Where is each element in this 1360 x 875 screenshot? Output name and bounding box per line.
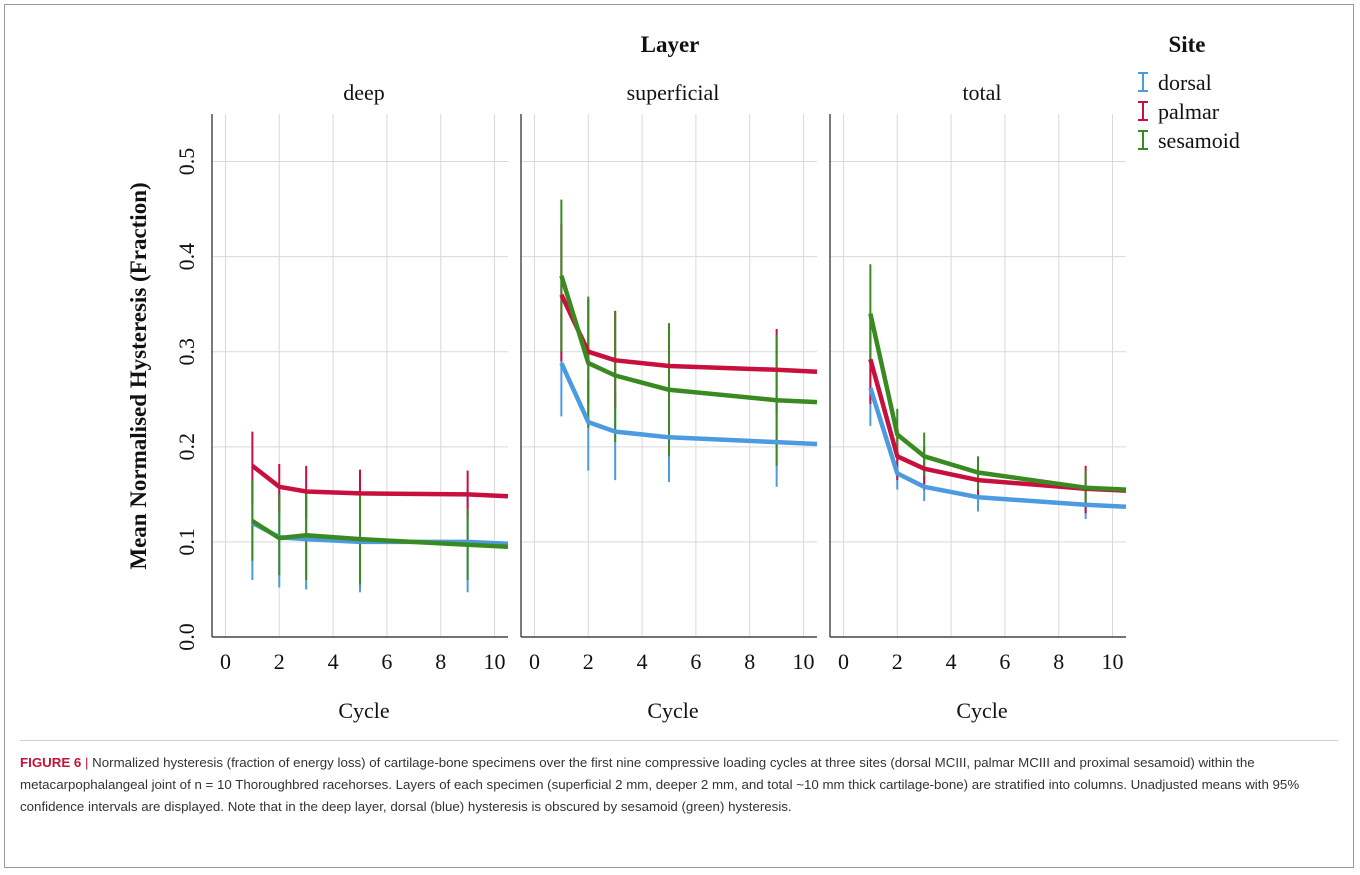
panel-title: superficial [627, 80, 720, 105]
series-line-sesamoid [868, 313, 1127, 492]
x-tick-label: 10 [1102, 649, 1124, 674]
y-tick-label: 0.0 [174, 623, 199, 651]
y-tick-label: 0.1 [174, 528, 199, 556]
x-axis-label: Cycle [647, 698, 698, 723]
x-tick-label: 0 [220, 649, 231, 674]
panel-title: total [962, 80, 1001, 105]
legend-title: Site [1168, 32, 1205, 57]
y-tick-label: 0.5 [174, 148, 199, 176]
series-line-dorsal [559, 362, 818, 447]
x-tick-label: 6 [690, 649, 701, 674]
y-axis-label: Mean Normalised Hysteresis (Fraction) [126, 182, 151, 569]
caption-text: Normalized hysteresis (fraction of energ… [20, 755, 1300, 814]
legend-label-palmar: palmar [1158, 99, 1220, 124]
x-tick-label: 0 [838, 649, 849, 674]
series-line-palmar [868, 358, 1127, 493]
series-line-sesamoid [251, 519, 509, 549]
x-tick-label: 4 [946, 649, 957, 674]
x-tick-label: 0 [529, 649, 540, 674]
caption-label: FIGURE 6 [20, 755, 82, 770]
caption-separator: | [81, 755, 93, 770]
legend-label-sesamoid: sesamoid [1158, 128, 1240, 153]
y-tick-label: 0.2 [174, 433, 199, 461]
x-tick-label: 6 [999, 649, 1010, 674]
x-tick-label: 4 [637, 649, 648, 674]
x-tick-label: 4 [328, 649, 339, 674]
series-layer [251, 199, 1127, 593]
x-tick-label: 8 [1053, 649, 1064, 674]
hysteresis-chart: 0 2 4 6 8 10 deep Cycle 0 2 4 6 8 10 superficial Cycle 0… [126, 32, 1240, 723]
series-line-palmar [559, 293, 818, 374]
panel-title: deep [343, 80, 385, 105]
caption-divider [20, 740, 1338, 741]
legend-label-dorsal: dorsal [1158, 70, 1212, 95]
legend-layer: Site dorsal palmar sesamoid [1138, 32, 1240, 153]
x-axis-label: Cycle [338, 698, 389, 723]
x-tick-label: 2 [583, 649, 594, 674]
x-tick-label: 2 [274, 649, 285, 674]
column-header: Layer [641, 32, 700, 57]
x-tick-label: 10 [793, 649, 815, 674]
x-tick-label: 8 [744, 649, 755, 674]
x-tick-label: 10 [484, 649, 506, 674]
series-line-palmar [251, 464, 509, 499]
y-tick-label: 0.3 [174, 338, 199, 366]
axes-layer [211, 114, 1126, 638]
series-line-dorsal [868, 387, 1127, 509]
labels-layer: 0 2 4 6 8 10 deep Cycle 0 2 4 6 8 10 superficial Cycle 0… [126, 32, 1124, 723]
series-line-sesamoid [559, 275, 818, 405]
figure-caption: FIGURE 6 | Normalized hysteresis (fracti… [20, 752, 1338, 818]
x-tick-label: 6 [381, 649, 392, 674]
x-tick-label: 8 [435, 649, 446, 674]
y-tick-label: 0.4 [174, 243, 199, 271]
x-tick-label: 2 [892, 649, 903, 674]
x-axis-label: Cycle [956, 698, 1007, 723]
